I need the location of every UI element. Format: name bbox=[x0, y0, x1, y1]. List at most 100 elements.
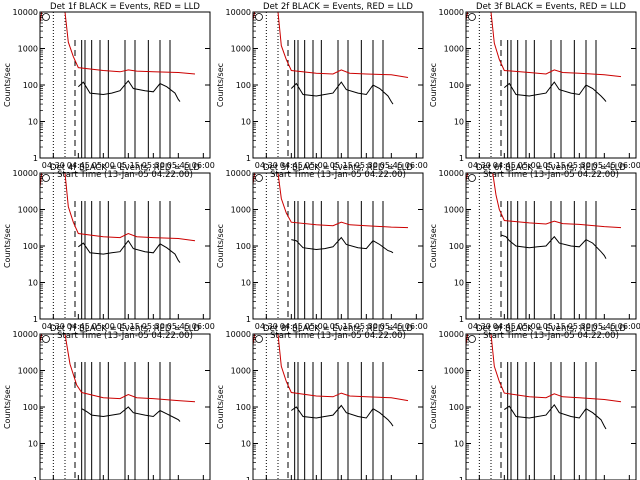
y-tick-label: 10 bbox=[241, 279, 251, 288]
x-tick-label: 04:30 bbox=[255, 161, 278, 170]
detector-panel-9: Det 9f BLACK = Events, RED = LLD 1 10 100 10… bbox=[429, 324, 637, 480]
series-line bbox=[465, 333, 622, 403]
legend-marker bbox=[255, 13, 263, 21]
y-tick-label: 100 bbox=[236, 403, 251, 412]
x-tick-label: 05:30 bbox=[568, 322, 591, 331]
x-tick-label: 05:30 bbox=[355, 322, 378, 331]
y-tick-label: 1 bbox=[33, 154, 38, 163]
y-tick-label: 100 bbox=[449, 403, 464, 412]
y-tick-label: 10 bbox=[28, 440, 38, 449]
series-line bbox=[81, 406, 181, 422]
x-tick-label: 05:45 bbox=[380, 161, 403, 170]
detector-panel-1: Det 1f BLACK = Events, RED = LLD 1 10 100 10… bbox=[3, 2, 215, 180]
x-tick-label: 05:30 bbox=[142, 161, 165, 170]
y-tick-label: 100 bbox=[236, 242, 251, 251]
y-tick-label: 10000 bbox=[226, 8, 251, 17]
series-line bbox=[465, 172, 622, 229]
y-tick-label: 100 bbox=[449, 81, 464, 90]
x-tick-label: 04:30 bbox=[255, 322, 278, 331]
y-tick-label: 10000 bbox=[226, 169, 251, 178]
x-tick-label: 05:45 bbox=[380, 322, 403, 331]
x-tick-label: 05:15 bbox=[330, 161, 353, 170]
detector-panel-7: Det 7f BLACK = Events, RED = LLD 1 10 100 10… bbox=[3, 324, 211, 480]
series-line bbox=[500, 234, 607, 259]
x-tick-label: 05:45 bbox=[167, 322, 190, 331]
x-axis-label: Start Time (13-Jan-05 04:22:00) bbox=[57, 331, 193, 341]
series-line bbox=[465, 11, 622, 78]
series-line bbox=[252, 172, 409, 229]
y-axis-label: Counts/sec bbox=[216, 224, 225, 268]
x-tick-label: 05:00 bbox=[305, 322, 328, 331]
detector-panel-8: Det 8f BLACK = Events, RED = LLD 1 10 100 10… bbox=[216, 324, 424, 480]
y-tick-label: 1 bbox=[246, 154, 251, 163]
x-tick-label: 04:45 bbox=[493, 161, 516, 170]
y-tick-label: 100 bbox=[23, 403, 38, 412]
x-tick-label: 05:15 bbox=[330, 322, 353, 331]
panel-title: Det 2f BLACK = Events, RED = LLD bbox=[263, 2, 413, 12]
x-axis-label: Start Time (13-Jan-05 04:22:00) bbox=[270, 331, 406, 341]
series-line bbox=[252, 11, 409, 78]
legend-marker bbox=[255, 174, 263, 182]
detector-panel-6: Det 6f BLACK = Events, RED = LLD 1 10 100 10… bbox=[429, 163, 640, 341]
y-tick-label: 10000 bbox=[13, 330, 38, 339]
panel-title: Det 9f BLACK = Events, RED = LLD bbox=[476, 324, 626, 334]
legend-marker bbox=[42, 174, 50, 182]
y-axis-label: Counts/sec bbox=[3, 63, 12, 107]
detector-panel-3: Det 3f BLACK = Events, RED = LLD 1 10 100 10… bbox=[429, 2, 640, 180]
x-tick-label: 05:30 bbox=[568, 161, 591, 170]
x-tick-label: 06:00 bbox=[405, 161, 428, 170]
y-tick-label: 100 bbox=[236, 81, 251, 90]
x-tick-label: 04:45 bbox=[67, 161, 90, 170]
y-tick-label: 10000 bbox=[226, 330, 251, 339]
y-tick-label: 1000 bbox=[444, 206, 464, 215]
x-tick-label: 05:45 bbox=[593, 322, 616, 331]
y-tick-label: 10000 bbox=[439, 8, 464, 17]
series-line bbox=[39, 333, 196, 403]
y-tick-label: 1000 bbox=[18, 206, 38, 215]
series-line bbox=[503, 81, 607, 102]
x-tick-label: 04:45 bbox=[493, 322, 516, 331]
y-axis-label: Counts/sec bbox=[216, 63, 225, 107]
x-tick-label: 04:30 bbox=[42, 161, 65, 170]
x-tick-label: 06:00 bbox=[405, 322, 428, 331]
y-tick-label: 1000 bbox=[18, 45, 38, 54]
x-tick-label: 04:45 bbox=[280, 322, 303, 331]
y-tick-label: 1000 bbox=[444, 45, 464, 54]
y-tick-label: 10 bbox=[454, 118, 464, 127]
x-tick-label: 05:30 bbox=[355, 161, 378, 170]
x-tick-label: 04:30 bbox=[468, 161, 491, 170]
panel-title: Det 5f BLACK = Events, RED = LLD bbox=[263, 163, 413, 173]
x-tick-label: 05:15 bbox=[117, 322, 140, 331]
y-tick-label: 100 bbox=[23, 81, 38, 90]
y-tick-label: 10000 bbox=[439, 330, 464, 339]
y-axis-label: Counts/sec bbox=[216, 385, 225, 429]
series-line bbox=[252, 333, 409, 402]
panel-title: Det 8f BLACK = Events, RED = LLD bbox=[263, 324, 413, 334]
x-axis-label: Start Time (13-Jan-05 04:22:00) bbox=[57, 170, 193, 180]
x-tick-label: 05:15 bbox=[117, 161, 140, 170]
x-axis-label: Start Time (13-Jan-05 04:22:00) bbox=[270, 170, 406, 180]
panel-title: Det 7f BLACK = Events, RED = LLD bbox=[50, 324, 200, 334]
y-tick-label: 10000 bbox=[13, 8, 38, 17]
legend-marker bbox=[468, 335, 476, 343]
x-tick-label: 05:00 bbox=[518, 322, 541, 331]
x-tick-label: 05:00 bbox=[92, 322, 115, 331]
legend-marker bbox=[468, 174, 476, 182]
x-tick-label: 04:30 bbox=[42, 322, 65, 331]
x-tick-label: 04:30 bbox=[468, 322, 491, 331]
legend-marker bbox=[468, 13, 476, 21]
panel-title: Det 4f BLACK = Events, RED = LLD bbox=[50, 163, 200, 173]
y-tick-label: 1000 bbox=[231, 367, 251, 376]
x-tick-label: 04:45 bbox=[280, 161, 303, 170]
x-tick-label: 05:15 bbox=[543, 322, 566, 331]
series-line bbox=[504, 403, 607, 430]
y-axis-label: Counts/sec bbox=[429, 385, 438, 429]
y-tick-label: 1000 bbox=[18, 367, 38, 376]
y-tick-label: 10 bbox=[454, 279, 464, 288]
x-tick-label: 05:00 bbox=[92, 161, 115, 170]
legend-marker bbox=[255, 335, 263, 343]
series-line bbox=[78, 239, 181, 263]
y-tick-label: 1000 bbox=[231, 45, 251, 54]
series-line bbox=[291, 236, 394, 254]
